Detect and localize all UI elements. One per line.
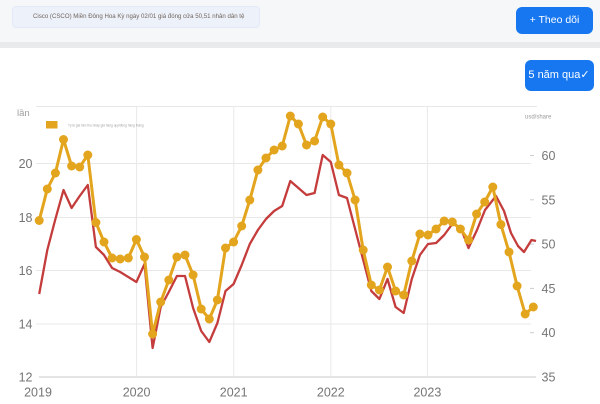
- svg-text:usd/share: usd/share: [525, 115, 552, 121]
- svg-text:50: 50: [542, 238, 556, 252]
- svg-text:55: 55: [542, 193, 556, 207]
- svg-text:14: 14: [19, 318, 33, 332]
- svg-text:12: 12: [19, 371, 33, 385]
- svg-text:2020: 2020: [123, 386, 151, 400]
- svg-text:18: 18: [19, 211, 33, 225]
- svg-text:lần: lần: [17, 108, 30, 119]
- svg-text:60: 60: [542, 149, 556, 163]
- svg-text:2019: 2019: [24, 386, 52, 400]
- svg-text:2022: 2022: [317, 386, 345, 400]
- svg-text:2023: 2023: [413, 386, 441, 400]
- svg-text:20: 20: [19, 157, 33, 171]
- svg-text:2021: 2021: [220, 386, 248, 400]
- svg-text:40: 40: [542, 326, 556, 340]
- svg-text:16: 16: [19, 264, 33, 278]
- svg-text:Tỷ lệ giá trên thu nhập giá hà: Tỷ lệ giá trên thu nhập giá hàng quý/đồn…: [68, 124, 144, 128]
- svg-text:35: 35: [542, 371, 556, 385]
- svg-text:45: 45: [542, 282, 556, 296]
